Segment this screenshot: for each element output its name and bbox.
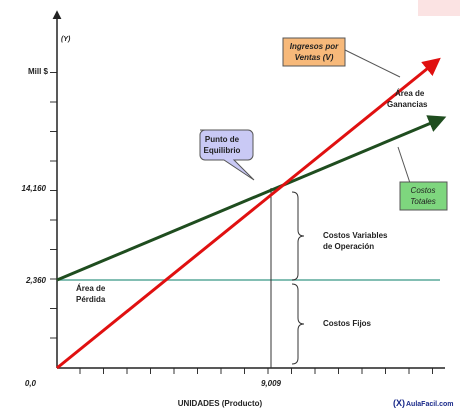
revenue-line bbox=[56, 57, 441, 370]
break-even-callout bbox=[199, 129, 255, 181]
callout-text: Ingresos por bbox=[290, 42, 339, 51]
y-label: Mill $ bbox=[28, 67, 49, 76]
area-label: Ganancias bbox=[387, 100, 428, 109]
revenue-callout bbox=[282, 37, 346, 67]
brand: AulaFacil.com bbox=[406, 401, 453, 408]
area-label: Costos Variables bbox=[323, 231, 388, 240]
y-tick-label: 14,160 bbox=[22, 184, 47, 193]
callout-text: Costos bbox=[411, 186, 436, 195]
variable-cost-brace bbox=[291, 191, 305, 281]
area-label: Costos Fijos bbox=[323, 319, 372, 328]
x-tick-label: 9,009 bbox=[261, 379, 282, 388]
y-unit: (Y) bbox=[61, 36, 71, 43]
callout-text: Ventas (V) bbox=[295, 53, 334, 62]
origin-label: 0,0 bbox=[25, 379, 37, 388]
callout-text: Punto de bbox=[205, 135, 240, 144]
callout-text: Totales bbox=[410, 197, 436, 206]
corner-decoration bbox=[418, 0, 460, 16]
area-label: Área de bbox=[76, 284, 106, 293]
total-cost-line bbox=[56, 115, 447, 282]
callout-text: Equilibrio bbox=[204, 146, 241, 155]
area-label: Pérdida bbox=[76, 295, 106, 304]
y-tick-label: 2,360 bbox=[25, 276, 47, 285]
callout-pointer bbox=[397, 146, 411, 184]
ticks bbox=[50, 72, 433, 374]
total-cost-callout bbox=[399, 181, 448, 211]
fixed-cost-brace bbox=[291, 283, 305, 365]
area-label: de Operación bbox=[323, 242, 374, 251]
x-label: UNIDADES (Producto) bbox=[178, 399, 263, 408]
area-label: Área de bbox=[395, 89, 425, 98]
callout-pointer bbox=[344, 49, 401, 78]
logo-mark: (X) bbox=[393, 398, 405, 408]
